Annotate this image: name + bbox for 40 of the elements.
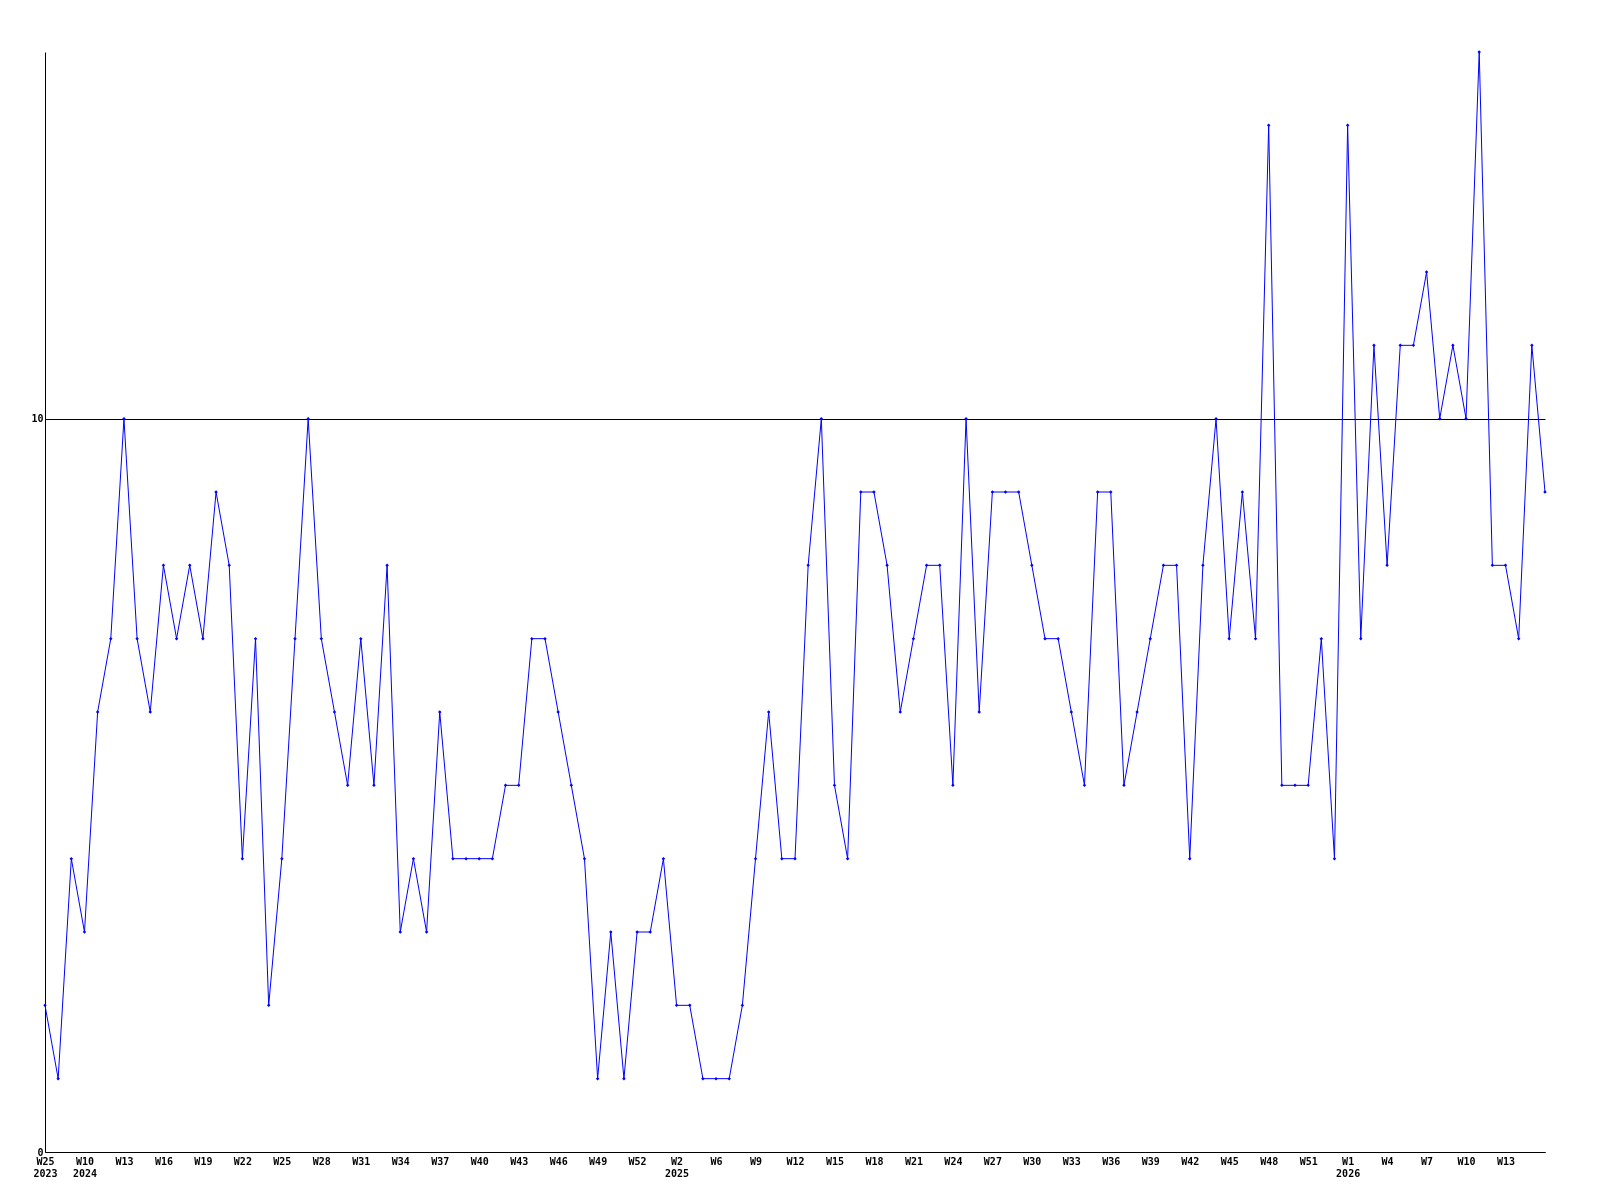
x-tick-label: W10 [1457,1155,1476,1167]
y-tick-label: 10 [31,413,44,425]
x-tick-label: W33 [1062,1155,1081,1167]
x-tick-label: W49 [589,1155,608,1167]
x-tick-label: W51 [1299,1155,1318,1167]
x-tick-label: W10 2024 [72,1155,98,1179]
x-tick-label: W19 [194,1155,213,1167]
x-tick-label: W45 [1220,1155,1239,1167]
x-tick-label: W42 [1181,1155,1200,1167]
x-tick-label: W25 2023 [33,1155,58,1179]
x-tick-label: W18 [865,1155,884,1167]
x-tick-label: W34 [391,1155,410,1167]
x-tick-label: W27 [983,1155,1002,1167]
x-tick-label: W13 [115,1155,134,1167]
x-tick-label: W13 [1497,1155,1516,1167]
x-tick-label: W48 [1260,1155,1279,1167]
x-tick-label: W25 [273,1155,292,1167]
x-tick-label: W36 [1102,1155,1121,1167]
x-tick-label: W21 [904,1155,923,1167]
x-tick-label: W30 [1023,1155,1042,1167]
x-tick-label: W16 [154,1155,173,1167]
x-tick-label: W39 [1141,1155,1160,1167]
x-tick-label: W15 [825,1155,844,1167]
x-tick-label: W46 [549,1155,568,1167]
x-tick-label: W43 [510,1155,529,1167]
x-tick-label: W37 [431,1155,450,1167]
x-tick-label: W6 [710,1155,723,1167]
x-tick-label: W9 [750,1155,763,1167]
x-tick-label: W7 [1421,1155,1434,1167]
x-tick-label: W4 [1381,1155,1394,1167]
x-tick-label: W2 2025 [665,1155,690,1179]
x-tick-label: W22 [233,1155,252,1167]
x-tick-label: W31 [352,1155,371,1167]
x-tick-label: W24 [944,1155,963,1167]
x-tick-label: W28 [312,1155,331,1167]
x-tick-label: W52 [628,1155,647,1167]
x-tick-label: W1 2026 [1336,1155,1361,1179]
x-tick-label: W12 [786,1155,805,1167]
y-tick-label: 0 [37,1146,44,1158]
x-tick-label: W40 [470,1155,489,1167]
